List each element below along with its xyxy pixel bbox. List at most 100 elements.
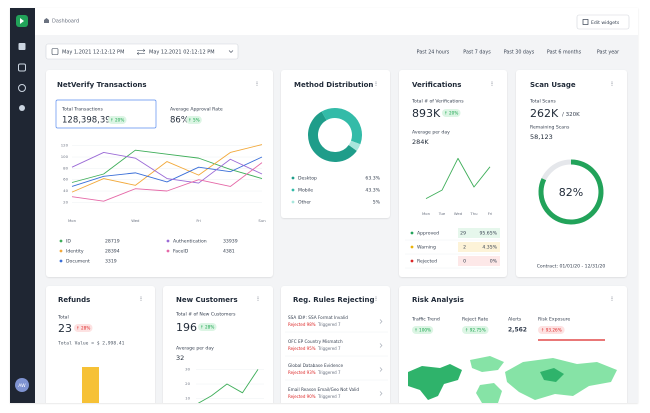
menu-dot[interactable] [375,81,377,83]
time-filter[interactable]: Past 30 days [504,50,535,56]
menu-dot[interactable] [611,81,613,83]
chevron[interactable] [379,391,383,396]
time-filter[interactable]: Past 24 hours [417,50,450,56]
line-series [71,162,263,202]
x-tick-label: Mon [68,218,77,223]
legend-dot [291,188,295,192]
card-title: Reg. Rules Rejecting [293,296,375,304]
legend-label: Identity [66,249,84,255]
badge [74,324,93,332]
menu-dot[interactable] [611,298,613,300]
home-icon[interactable] [44,18,49,23]
date-range-picker[interactable] [45,43,239,60]
menu-dot[interactable] [256,84,258,86]
status-count: 2 [463,245,466,251]
menu-dot[interactable] [140,296,142,298]
contract: Contract: 01/01/20 - 12/31/20 [537,264,606,270]
menu-dot[interactable] [256,83,258,85]
x-tick-label: Wed [454,211,463,216]
donut-segment [348,140,361,151]
menu-dot[interactable] [611,299,613,301]
badge-label: ↑ 20% [110,117,124,122]
menu-dot[interactable] [491,83,493,85]
line-series [71,149,263,183]
metric-label: Traffic Trend [411,317,440,323]
menu-dot[interactable] [491,84,493,86]
customers-card [163,286,273,403]
rule-triggered: Triggered 7 [317,346,341,351]
avatar[interactable] [15,378,29,392]
menu-dot[interactable] [375,84,377,86]
edit-widgets-button[interactable] [576,14,630,30]
x-tick-label: Mon [422,211,431,216]
x-tick-label: Wed [131,218,140,223]
legend-dot [291,200,295,204]
legend-value: 28719 [105,239,120,245]
y-tick-label: 20 [63,199,68,204]
legend-dot [291,176,295,180]
nav-icon[interactable] [18,43,26,50]
metric-label: Total # of Verifications [411,99,464,105]
menu-dot[interactable] [611,296,613,298]
card-title: Scan Usage [530,81,576,89]
menu-dot[interactable] [375,299,377,301]
badge [186,116,202,124]
menu-dot[interactable] [611,83,613,85]
time-filter[interactable]: Past year [597,50,619,56]
legend-label: Authentication [173,239,207,245]
nav-icon[interactable] [18,63,26,72]
menu-dot[interactable] [611,84,613,86]
x-tick-label: Sun [258,218,266,223]
legend-dot [59,239,63,243]
donut-segment [308,111,357,162]
world-map [408,356,617,403]
nav-icon[interactable] [18,84,26,92]
metric-value: 58,123 [530,133,553,141]
legend-dot [166,249,170,253]
y-tick-label: 120 [61,143,69,148]
status-label: Warning [417,245,436,251]
badge [442,109,461,117]
gauge-label: 82% [559,186,583,199]
status-count: 0 [463,259,466,265]
y-tick-label: 40 [63,188,68,193]
legend-dot [59,249,63,253]
metric-value: 196 [176,321,197,334]
badge-label: ↑ 28% [76,325,90,330]
calendar-icon [51,48,59,55]
menu-dot[interactable] [375,296,377,298]
legend-label: Document [66,259,90,265]
legend-label: Other [298,200,311,206]
total-value: Total Value = $ 2,998.41 [58,341,125,347]
nav-icon[interactable] [19,105,25,111]
menu-dot[interactable] [257,298,259,300]
badge-label: ↑ 5% [188,117,200,122]
chevron[interactable] [379,343,383,348]
x-tick-label: Tue [438,211,446,216]
rule-rejected: Rejected 90% [288,394,316,399]
edit-widgets-label: Edit widgets [591,20,620,26]
menu-dot[interactable] [375,298,377,300]
menu-dot[interactable] [375,83,377,85]
time-filter[interactable]: Past 7 days [463,50,491,56]
scan-card [516,70,627,277]
menu-dot[interactable] [140,298,142,300]
x-tick-label: Thu [469,211,478,216]
badge [198,323,217,331]
sidebar [10,8,35,403]
total-box[interactable] [55,99,157,129]
menu-dot[interactable] [257,296,259,298]
legend-value: 28394 [105,249,120,255]
chevron[interactable] [379,319,383,324]
chevron[interactable] [379,367,383,372]
menu-dot[interactable] [256,81,258,83]
menu-dot[interactable] [257,299,259,301]
y-tick-label: 20 [185,381,190,386]
metric-value: 262K [530,107,559,120]
breadcrumb[interactable]: Dashboard [52,19,79,25]
metric-value: 86% [170,116,189,126]
menu-dot[interactable] [491,81,493,83]
menu-dot[interactable] [140,299,142,301]
time-filter[interactable]: Past 6 months [547,50,582,56]
